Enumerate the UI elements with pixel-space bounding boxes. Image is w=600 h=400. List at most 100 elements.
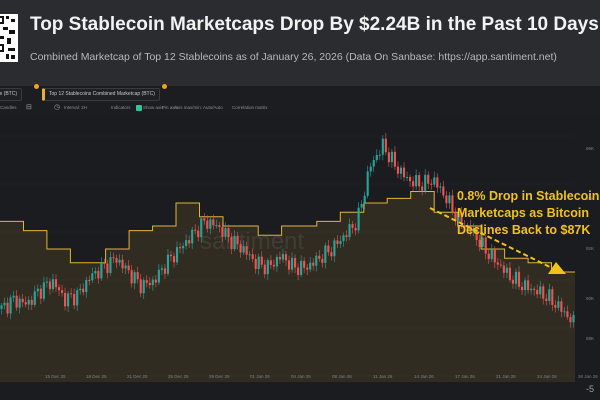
candle-body [133, 272, 136, 284]
chart-area[interactable]: santiment 96K 94K 92K 90K 88K [0, 114, 600, 384]
candle-body [9, 297, 12, 314]
candle-body [124, 265, 127, 269]
candle-body [421, 186, 424, 191]
candles-toggle[interactable]: Candles [0, 105, 17, 110]
tab-stablecoin-marketcap[interactable]: Top 12 Stablecoins Combined Marketcap (B… [42, 88, 160, 101]
candle-body [369, 166, 372, 172]
collapse-icon[interactable]: ⊟ [26, 104, 32, 111]
candle-body [481, 237, 484, 247]
candle-body [378, 154, 381, 156]
candle-body [67, 293, 70, 307]
candle-body [502, 265, 505, 273]
candle-body [24, 302, 27, 305]
candle-body [239, 244, 242, 253]
candle-body [106, 263, 109, 274]
candle-body [284, 254, 288, 261]
interval-select[interactable]: Interval: 2H [64, 105, 88, 110]
candle-body [318, 255, 321, 259]
candle-body [399, 167, 403, 174]
candle-body [121, 259, 124, 269]
candle-body [263, 264, 266, 275]
candle-body [200, 218, 203, 238]
candle-body [82, 288, 85, 293]
candle-body [221, 226, 224, 237]
indicators-button[interactable]: Indicators [111, 105, 131, 110]
candle-body [245, 246, 248, 255]
candle-body [157, 269, 160, 283]
x-tick: 14 Jan 26 [414, 374, 434, 379]
annotation-line: Declines Back to $87K [457, 223, 591, 237]
axis-max-min-select[interactable]: Axis max/min: Auto/Auto [174, 105, 223, 110]
candle-body [139, 279, 142, 294]
candle-body [30, 299, 33, 305]
candle-body [409, 176, 412, 182]
x-tick: 25 Dec 25 [168, 374, 189, 379]
candle-body [442, 186, 445, 196]
candle-body [54, 279, 58, 288]
show-axis-toggle[interactable]: Show axis [143, 105, 164, 110]
candle-body [339, 240, 342, 244]
candle-body [230, 237, 233, 250]
tab-price-btc[interactable]: ce (BTC) [0, 88, 22, 101]
candle-body [27, 299, 30, 305]
candle-body [321, 258, 324, 263]
candle-body [272, 264, 275, 267]
footer-value: -5 [586, 384, 595, 394]
candle-body [381, 138, 384, 155]
candle-body [151, 279, 154, 286]
candle-body [42, 282, 45, 299]
clock-icon: ◷ [54, 104, 61, 111]
candle-body [527, 280, 530, 291]
candle-body [545, 298, 548, 302]
candle-body [103, 262, 106, 264]
x-tick: 01 Jan 26 [250, 374, 270, 379]
candle-body [375, 155, 378, 161]
metric-tabs-bar: ce (BTC) Top 12 Stablecoins Combined Mar… [0, 84, 600, 102]
candle-body [433, 177, 436, 185]
candle-body [142, 280, 145, 294]
candle-body [294, 257, 297, 268]
x-tick: 26 Jan 26 [578, 374, 598, 379]
candle-body [12, 295, 15, 298]
candle-body [336, 240, 339, 244]
candle-body [387, 152, 390, 163]
candle-body [88, 280, 91, 282]
x-tick: 21 Dec 25 [127, 374, 148, 379]
candle-body [115, 258, 118, 263]
x-tick: 18 Dec 25 [86, 374, 107, 379]
candle-body [342, 235, 345, 241]
candle-body [57, 287, 61, 291]
candle-body [557, 301, 560, 308]
candle-body [212, 219, 215, 226]
candle-body [275, 256, 278, 267]
y-tick: 92K [586, 246, 595, 251]
candle-body [563, 311, 566, 313]
candle-body [345, 235, 348, 238]
pin-axis-toggle[interactable]: Pin axis [162, 105, 178, 110]
candle-body [424, 174, 427, 191]
candle-body [224, 228, 227, 237]
candle-body [348, 224, 351, 238]
candle-body [324, 245, 327, 263]
candle-body [163, 268, 166, 274]
stablecoin-marketcap-area [0, 191, 575, 384]
x-tick: 04 Jan 26 [291, 374, 311, 379]
candle-body [91, 273, 94, 281]
candle-body [384, 138, 387, 153]
candle-body [457, 212, 460, 221]
show-axis-checkbox[interactable] [136, 105, 142, 111]
arrow-head-icon [548, 262, 566, 274]
candle-body [179, 247, 182, 249]
candle-body [169, 254, 173, 257]
chart-canvas: santiment [0, 132, 575, 384]
candle-body [185, 240, 188, 247]
candle-body [539, 286, 542, 295]
candle-body [551, 289, 554, 305]
candle-body [76, 290, 79, 306]
candle-body [490, 249, 493, 260]
candle-body [357, 207, 360, 231]
candle-body [45, 281, 48, 283]
correlation-matrix-button[interactable]: Correlation matrix [232, 105, 268, 110]
stablecoin-marketcap-line [0, 191, 575, 273]
candle-body [36, 288, 39, 292]
